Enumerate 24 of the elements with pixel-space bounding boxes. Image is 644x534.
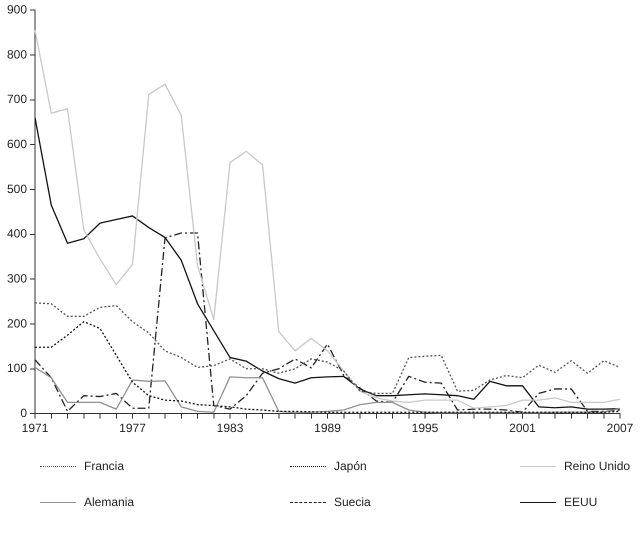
x-tick-label: 1983 — [216, 421, 244, 436]
y-tick-label: 200 — [6, 316, 28, 330]
x-tick-label: 1977 — [119, 421, 146, 436]
y-tick-label: 300 — [6, 271, 28, 286]
legend-label: Francia — [84, 459, 124, 473]
x-tick-label: 1989 — [314, 421, 342, 436]
x-tick-label: 1995 — [412, 421, 439, 436]
y-tick-label: 400 — [6, 226, 28, 241]
y-tick-label: 700 — [6, 92, 28, 106]
y-tick-label: 800 — [6, 47, 28, 62]
y-tick-label: 500 — [6, 182, 28, 196]
x-tick-label: 2007 — [606, 421, 634, 436]
legend-label: Suecia — [334, 495, 371, 509]
legend-label: Reino Unido — [564, 459, 630, 473]
y-tick-label: 900 — [6, 2, 28, 17]
legend-label: Alemania — [84, 495, 134, 509]
legend-label: Japón — [334, 459, 367, 473]
y-tick-label: 600 — [6, 136, 28, 151]
x-tick-label: 1971 — [22, 421, 49, 436]
y-tick-label: 0 — [20, 406, 28, 420]
x-tick-label: 2001 — [509, 421, 536, 436]
y-tick-label: 100 — [6, 361, 28, 376]
line-series — [34, 302, 621, 394]
legend-label: EEUU — [564, 495, 598, 509]
